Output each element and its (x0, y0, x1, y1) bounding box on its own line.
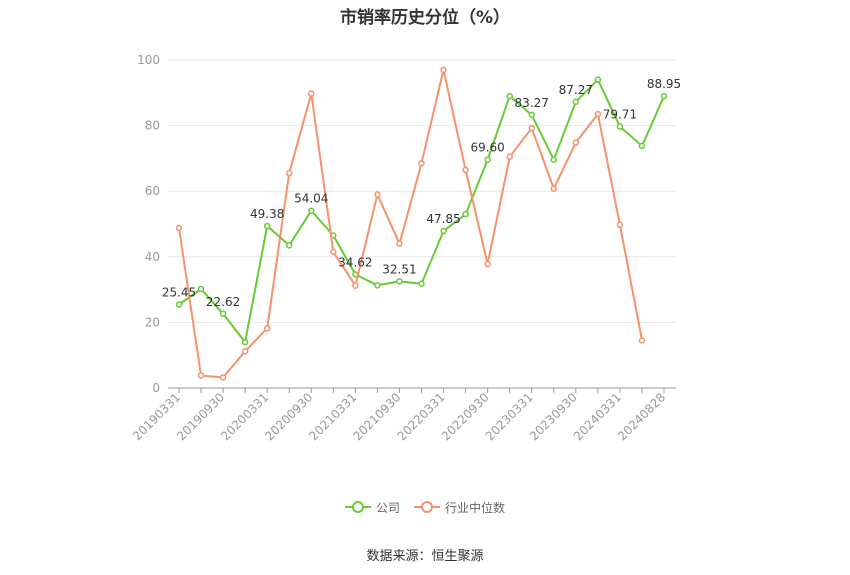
series-lines (175, 66, 668, 381)
data-point-1 (638, 337, 646, 344)
data-point-1 (418, 160, 425, 167)
y-tick-label: 40 (145, 250, 160, 264)
data-point-0 (638, 142, 646, 150)
data-point-1 (241, 348, 249, 355)
data-point-1 (285, 169, 293, 177)
data-point-1 (175, 224, 183, 232)
data-label: 88.95 (647, 77, 681, 91)
y-tick-label: 0 (152, 381, 160, 395)
data-point-1 (396, 240, 403, 247)
data-point-0 (572, 98, 580, 106)
data-label: 32.51 (382, 262, 416, 276)
data-point-1 (572, 139, 580, 146)
data-point-1 (308, 90, 315, 97)
data-point-1 (263, 325, 271, 332)
data-point-1 (616, 221, 624, 228)
data-point-0 (396, 278, 403, 285)
data-point-0 (308, 207, 315, 214)
data-labels: 25.45 22.62 49.38 54.04 34.62 32.51 47.85 69.60… (162, 77, 681, 309)
grid-lines (168, 59, 676, 323)
data-point-0 (285, 242, 293, 249)
data-point-0 (506, 92, 513, 100)
legend-swatch-company (344, 500, 371, 514)
data-point-1 (330, 248, 337, 256)
data-point-1 (550, 185, 558, 192)
legend-item-company[interactable]: 公司 (344, 499, 400, 516)
data-label: 83.27 (515, 96, 549, 110)
data-point-0 (616, 123, 624, 130)
data-point-0 (440, 227, 447, 235)
data-point-0 (197, 285, 205, 293)
y-tick-label: 80 (145, 119, 160, 133)
data-label: 54.04 (294, 192, 328, 206)
data-label: 49.38 (250, 207, 284, 221)
data-point-0 (484, 156, 491, 163)
chart-plot: 0204060801002019033120190930202003312020… (130, 53, 681, 443)
data-point-1 (352, 282, 359, 289)
data-point-0 (241, 338, 249, 346)
series-line-1 (178, 68, 643, 379)
data-point-0 (219, 310, 227, 318)
x-tick-label: 20240828 (615, 390, 668, 443)
data-point-0 (594, 76, 602, 83)
data-point-0 (528, 111, 535, 119)
source-note: 数据来源：恒生聚源 (366, 549, 484, 564)
data-point-0 (263, 222, 271, 230)
legend-label-industry-median: 行业中位数 (445, 500, 506, 515)
data-point-1 (484, 260, 491, 268)
legend-swatch-industry-median (414, 500, 440, 514)
data-label: 34.62 (338, 255, 372, 269)
legend: 公司 行业中位数 (0, 497, 850, 517)
data-point-1 (594, 110, 602, 118)
data-point-1 (528, 124, 535, 132)
data-point-0 (418, 280, 425, 287)
data-label: 69.60 (470, 141, 504, 155)
legend-item-industry-median[interactable]: 行业中位数 (414, 499, 505, 516)
data-point-1 (374, 191, 381, 198)
chart-title: 市销率历史分位（%） (339, 8, 511, 28)
data-point-1 (462, 166, 469, 174)
data-label: 47.85 (426, 212, 460, 226)
data-point-1 (219, 374, 227, 381)
data-label: 87.27 (559, 83, 593, 97)
data-label: 79.71 (603, 108, 637, 122)
legend-label-company: 公司 (375, 500, 400, 515)
data-point-1 (506, 153, 513, 161)
data-point-0 (374, 282, 381, 289)
data-point-0 (462, 210, 469, 218)
y-tick-label: 60 (145, 184, 160, 198)
axes: 0204060801002019033120190930202003312020… (130, 53, 676, 443)
data-point-1 (440, 66, 447, 74)
data-point-0 (550, 156, 558, 163)
y-tick-label: 100 (137, 53, 160, 67)
data-point-0 (660, 92, 668, 100)
data-label: 22.62 (206, 295, 240, 309)
y-tick-label: 20 (145, 315, 160, 329)
data-point-0 (175, 301, 183, 308)
data-point-1 (197, 372, 205, 379)
data-label: 25.45 (162, 286, 196, 300)
